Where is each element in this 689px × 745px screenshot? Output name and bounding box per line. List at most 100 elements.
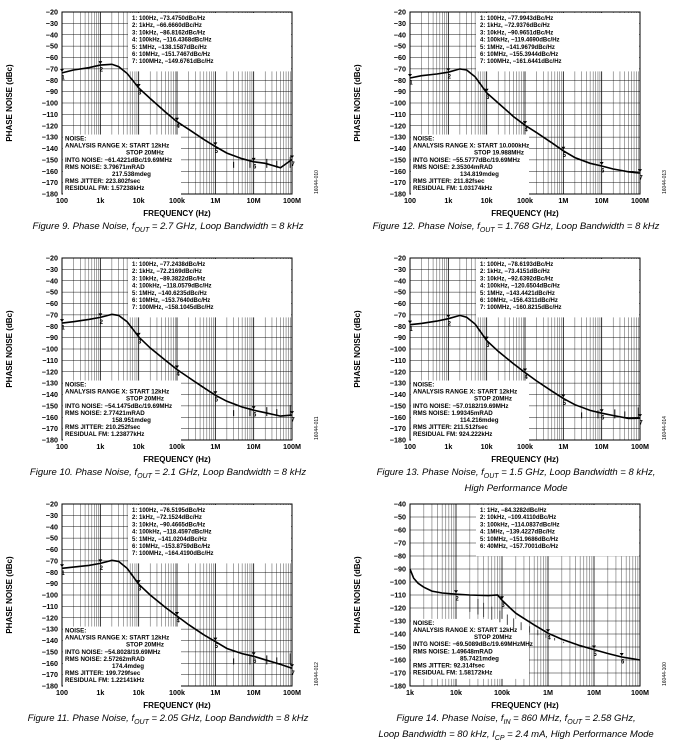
notes-line: STOP 20MHz [126, 396, 164, 403]
y-tick-label: −110 [42, 356, 58, 365]
notes-line: 85.7421mdeg [460, 655, 499, 662]
y-tick-label: −170 [390, 669, 406, 678]
y-tick-label: −30 [394, 265, 406, 274]
x-tick-label: 1k [96, 442, 104, 451]
marker-triangle [98, 313, 103, 317]
x-tick-label: 1M [210, 196, 220, 205]
legend-box [128, 505, 291, 564]
y-tick-label: −40 [46, 276, 58, 285]
y-tick-label: −90 [46, 333, 58, 342]
x-tick-label: 10M [587, 688, 601, 697]
y-tick-label: −180 [42, 682, 58, 691]
x-tick-label: 1M [210, 442, 220, 451]
caption-text: Figure 10. Phase Noise, f [29, 467, 138, 478]
x-tick-label: 100M [631, 442, 649, 451]
legend-entry: 1: 100Hz, −78.6193dBc/Hz [480, 262, 553, 268]
y-tick-label: −100 [390, 99, 406, 108]
y-tick-label: −100 [42, 345, 58, 354]
phase-noise-trace [409, 68, 641, 174]
x-tick-label: 1k [96, 196, 104, 205]
x-tick-label: 1k [444, 196, 452, 205]
notes-line: 114.216mdeg [460, 417, 499, 424]
y-tick-label: −140 [390, 630, 406, 639]
x-tick-label: 100M [283, 196, 301, 205]
marker-triangle [408, 320, 412, 324]
notes-box [63, 134, 181, 195]
figure-panel: 100 1k 10k 100k 1M 10M 100M −20 −30 −40 −50 −60 −70 −… [348, 250, 684, 496]
marker-triangle [136, 84, 141, 88]
marker-label: 6 [601, 169, 605, 175]
notes-line: RMS NOISE: 1.49648mRAD [413, 648, 493, 655]
notes-line: RMS NOISE: 2.57262mRAD [65, 656, 145, 663]
y-tick-label: −140 [42, 144, 58, 153]
legend-entry: 2: 1kHz, −72.2169dBc/Hz [132, 269, 202, 275]
y-tick-label: −160 [42, 413, 58, 422]
notes-line: 217.538mdeg [112, 171, 151, 178]
y-tick-label: −180 [42, 190, 58, 199]
y-tick-label: −90 [394, 565, 406, 574]
figure-id: 16044-012 [314, 662, 320, 686]
phase-noise-trace [409, 314, 641, 420]
x-tick-label: 1M [543, 688, 553, 697]
y-tick-label: −140 [42, 636, 58, 645]
phase-noise-trace [61, 63, 293, 169]
marker-triangle [251, 406, 256, 410]
notes-line: RESIDUAL FM: 1.03174kHz [413, 185, 492, 192]
notes-line: NOISE: [413, 620, 434, 627]
marker-triangle [619, 653, 624, 657]
y-tick-label: −100 [390, 578, 406, 587]
marker-triangle [290, 411, 294, 415]
figure-id: 16044-014 [662, 416, 668, 440]
caption-text: Loop Bandwidth = 80 kHz, I [378, 728, 495, 740]
marker-triangle [213, 142, 218, 146]
figure-id: 16044-011 [314, 416, 320, 440]
caption-subscript: OUT [134, 718, 149, 726]
x-axis-title: FREQUENCY (Hz) [143, 209, 211, 218]
x-tick-label: 100M [631, 688, 649, 697]
marker-triangle [638, 169, 642, 173]
legend-entry: 7: 100MHz, −160.8215dBc/Hz [480, 305, 562, 311]
legend-entry: 2: 1kHz, −66.6660dBc/Hz [132, 23, 202, 29]
x-tick-label: 100k [169, 442, 185, 451]
marker-triangle [290, 664, 294, 668]
notes-box [63, 626, 181, 687]
y-tick-label: −80 [46, 322, 58, 331]
marker-label: 3 [501, 603, 505, 609]
y-tick-label: −20 [394, 254, 406, 263]
legend-entry: 1: 100Hz, −76.5195dBc/Hz [132, 508, 205, 514]
y-tick-label: −50 [394, 288, 406, 297]
y-tick-label: −140 [390, 144, 406, 153]
marker-triangle [175, 365, 179, 369]
y-axis-title: PHASE NOISE (dBc) [5, 64, 14, 142]
notes-line: ANALYSIS RANGE X: START 12kHz [65, 143, 169, 150]
y-tick-label: −30 [394, 19, 406, 28]
marker-label: 2 [100, 566, 104, 572]
marker-triangle [523, 121, 527, 125]
marker-label: 4 [524, 128, 528, 134]
notes-line: NOISE: [65, 136, 86, 143]
y-tick-label: −70 [46, 310, 58, 319]
y-tick-label: −90 [394, 87, 406, 96]
marker-label: 4 [547, 636, 551, 642]
marker-label: 2 [448, 321, 452, 327]
legend-entry: 4: 100kHz, −118.4597dBc/Hz [132, 530, 212, 536]
notes-line: ANALYSIS RANGE X: START 12kHz [413, 627, 517, 634]
legend-entry: 4: 100kHz, −119.4690dBc/Hz [480, 38, 560, 44]
y-tick-label: −50 [394, 42, 406, 51]
marker-label: 1 [409, 327, 413, 333]
y-tick-label: −100 [42, 99, 58, 108]
marker-label: 6 [253, 413, 257, 419]
figure-panel: 100 1k 10k 100k 1M 10M 100M −20 −30 −40 −50 −60 −70 −… [0, 250, 336, 496]
notes-line: RESIDUAL FM: 1.22141kHz [65, 677, 144, 684]
legend-entry: 3: 100kHz, −114.0837dBc/Hz [480, 522, 560, 528]
marker-triangle [251, 652, 256, 656]
y-tick-label: −120 [42, 367, 58, 376]
phase-noise-chart: 100 1k 10k 100k 1M 10M 100M −20 −30 −40 −50 −60 −70 −… [5, 500, 320, 711]
y-tick-label: −130 [42, 379, 58, 388]
x-tick-label: 100k [169, 688, 185, 697]
marker-triangle [175, 117, 179, 121]
y-tick-label: −170 [390, 178, 406, 187]
figure-caption: Figure 11. Phase Noise, fOUT = 2.05 GHz,… [0, 713, 336, 729]
marker-label: 1 [61, 571, 65, 577]
caption-text: = 2.4 mA, High Performance Mode [504, 728, 654, 740]
